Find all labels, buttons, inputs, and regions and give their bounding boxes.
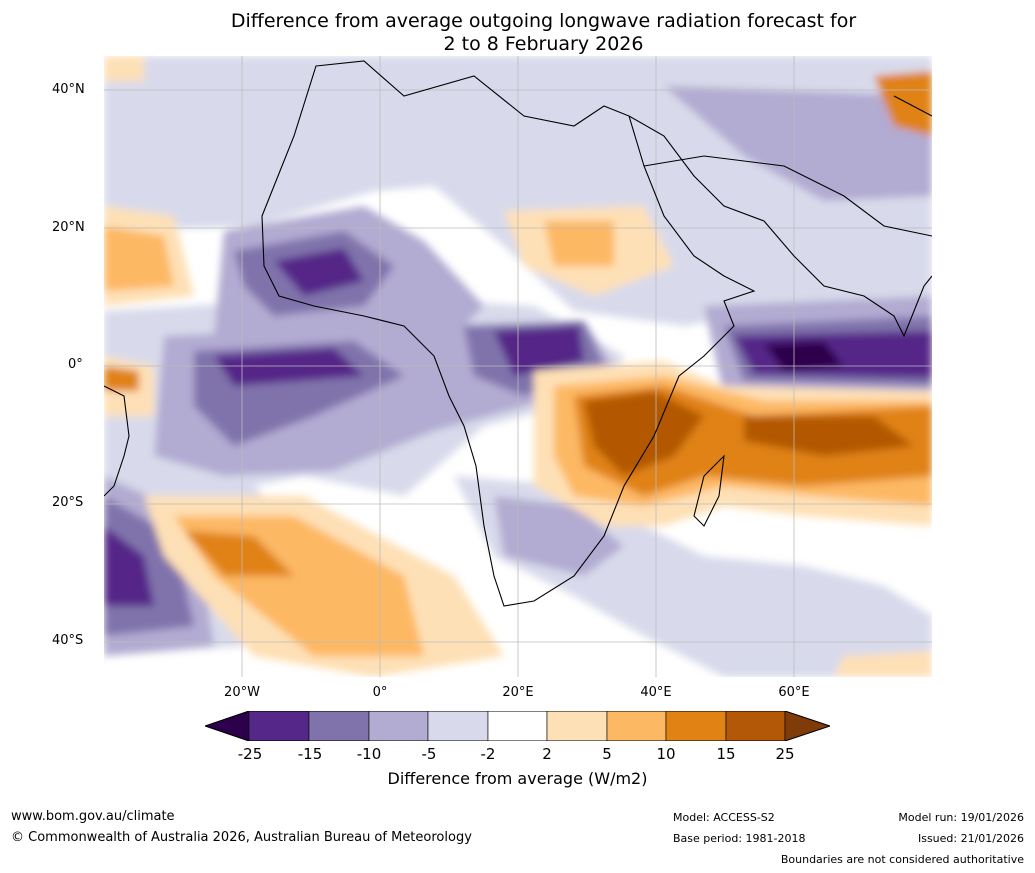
footer-website-link[interactable]: www.bom.gov.au/climate (11, 809, 175, 824)
colorbar-tick: -5 (421, 745, 437, 763)
lon-label-20e: 20°E (502, 685, 534, 700)
colorbar-segment (546, 711, 608, 741)
title-line-2: 2 to 8 February 2026 (443, 33, 644, 55)
colorbar-segment (725, 711, 786, 741)
colorbar-segment (606, 711, 667, 741)
colorbar-segment (308, 711, 370, 741)
colorbar-title: Difference from average (W/m2) (387, 769, 648, 788)
map-svg (104, 56, 932, 677)
colorbar-tick: 10 (656, 745, 676, 763)
footer-copyright: © Commonwealth of Australia 2026, Austra… (11, 830, 472, 845)
lat-label-0: 0° (68, 357, 83, 372)
lon-label-0: 0° (372, 685, 388, 700)
colorbar-tick: -10 (356, 745, 382, 763)
colorbar-arrow-right (784, 711, 830, 741)
title-line-1: Difference from average outgoing longwav… (230, 10, 857, 32)
anomaly-fields (104, 56, 932, 677)
chart-title: Difference from average outgoing longwav… (0, 10, 1035, 56)
colorbar-arrow-left (205, 711, 250, 741)
footer-base-period: Base period: 1981-2018 (673, 832, 806, 845)
colorbar-tick: 15 (716, 745, 736, 763)
colorbar-segment (487, 711, 548, 741)
lon-label-20w: 20°W (224, 685, 260, 700)
anomaly-map (104, 56, 932, 677)
colorbar-tick: 5 (602, 745, 612, 763)
lat-label-40s: 40°S (52, 633, 84, 648)
footer-disclaimer: Boundaries are not considered authoritat… (780, 853, 1024, 866)
colorbar-tick: -15 (297, 745, 323, 763)
colorbar-tick: 25 (775, 745, 795, 763)
footer-model: Model: ACCESS-S2 (673, 811, 775, 824)
coastlines (104, 60, 932, 607)
lon-label-60e: 60°E (778, 685, 810, 700)
lon-label-40e: 40°E (640, 685, 672, 700)
lat-label-20s: 20°S (52, 495, 84, 510)
lat-label-20n: 20°N (52, 220, 85, 235)
colorbar-tick: 2 (542, 745, 552, 763)
colorbar-segment (368, 711, 429, 741)
lat-label-40n: 40°N (52, 82, 85, 97)
footer-issued: Issued: 21/01/2026 (917, 832, 1024, 845)
footer-model-run: Model run: 19/01/2026 (898, 811, 1024, 824)
colorbar-segment (248, 711, 310, 741)
colorbar-tick: -2 (480, 745, 496, 763)
colorbar-segment (427, 711, 489, 741)
gridlines (104, 56, 932, 677)
colorbar-tick: -25 (237, 745, 263, 763)
colorbar (205, 711, 830, 741)
colorbar-segment (665, 711, 727, 741)
